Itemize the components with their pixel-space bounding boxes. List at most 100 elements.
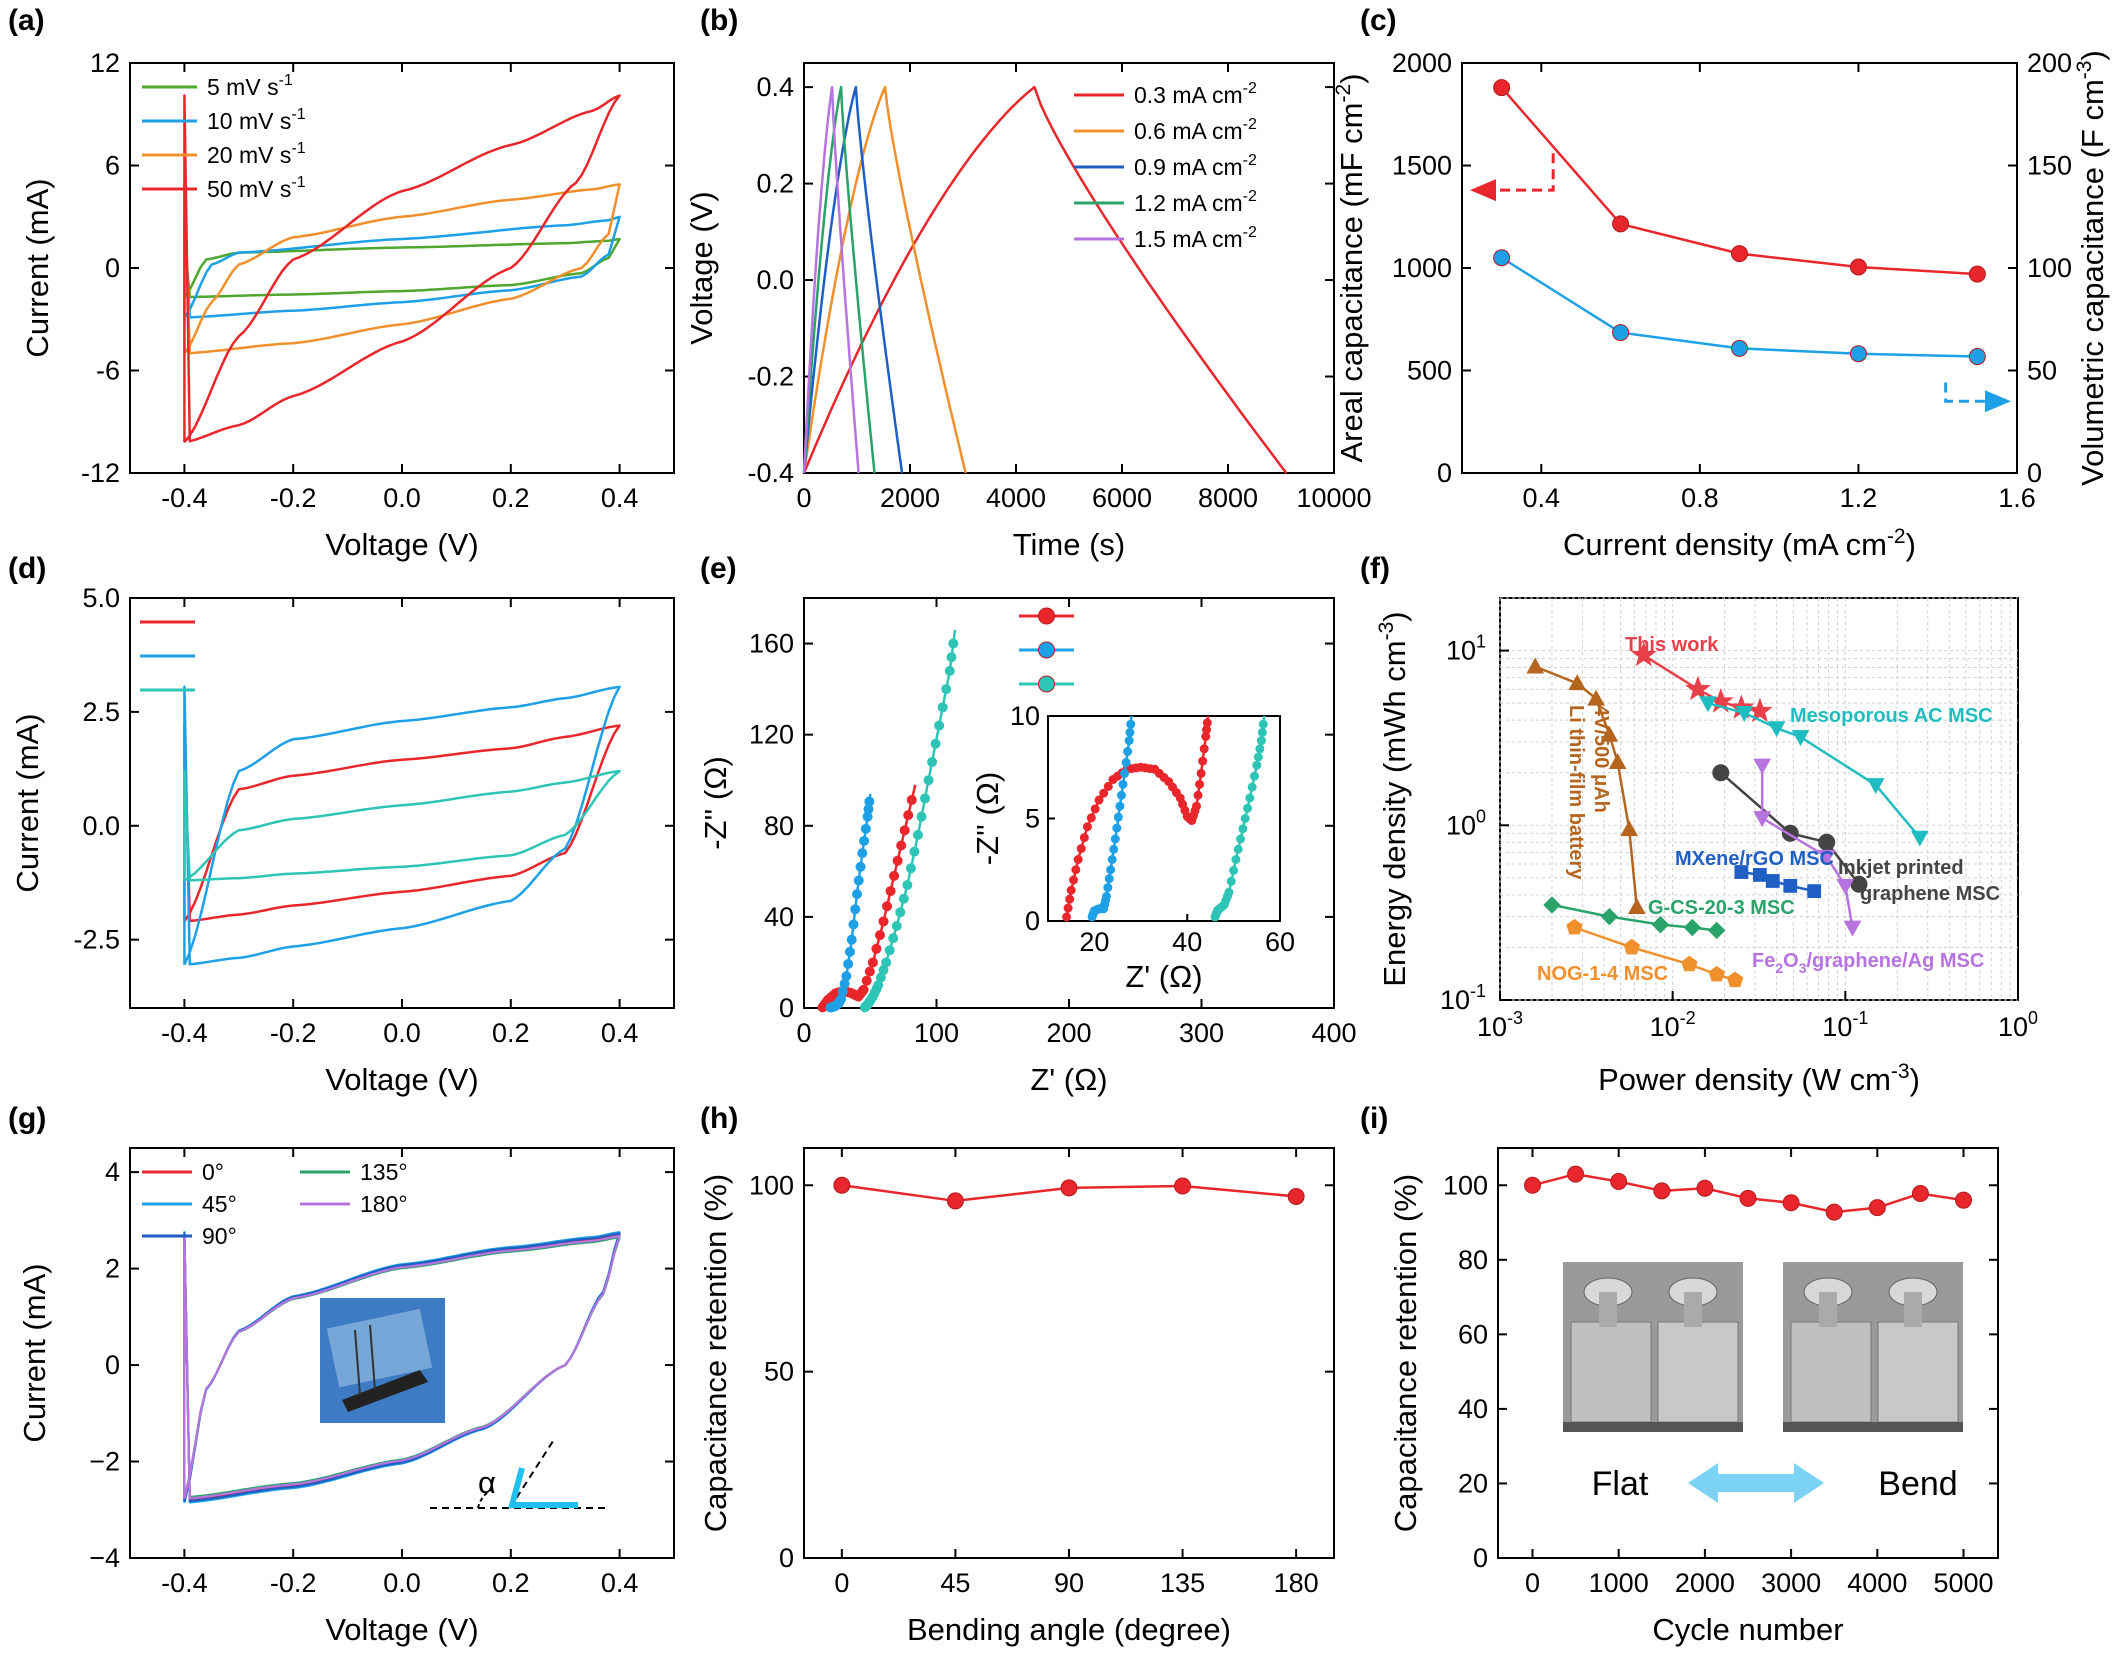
panel-d: -0.4 -0.2 0.0 0.2 0.4 -2.5 0.0 2.5 5.0 Voltage (V… [10, 583, 675, 1097]
data-point [1968, 265, 1986, 283]
y-tick-label: 100 [1446, 806, 1486, 840]
legend-label-base: 20 mV s [207, 142, 291, 168]
data-point [852, 889, 862, 900]
data-point [891, 921, 902, 931]
annotation-text: NOG-1-4 MSC [1537, 963, 1668, 985]
x-tick-label: 10-3 [1477, 1008, 1523, 1042]
y-tick-label: -2.5 [73, 925, 120, 955]
y2-axis-label: Volumetric capacitance (F cm-3) [2073, 50, 2110, 486]
annotation-sub: 2 [1775, 960, 1783, 976]
x-axis-label: Current density (mA cm-2) [1563, 525, 1916, 562]
knob-right-stem [1684, 1292, 1702, 1327]
annotation-label: Fe2O3/graphene/Ag MSC [1752, 950, 1984, 976]
data-point [858, 984, 869, 995]
y-tick-base: 10 [1446, 810, 1476, 840]
series-line [1719, 771, 1860, 885]
x-tick-label: 10-2 [1650, 1008, 1696, 1042]
data-point [1600, 725, 1619, 742]
x-axis-label-tail: ) [1910, 1062, 1920, 1097]
y-axis-label-sup: -2 [1332, 84, 1355, 103]
y-tick-label: 60 [1458, 1319, 1488, 1349]
inset-y-tick-label: 10 [1010, 701, 1040, 731]
y-tick-label: 1000 [1392, 253, 1452, 283]
x-tick-label: -0.4 [161, 483, 208, 513]
data-point [930, 738, 941, 749]
data-point [1825, 1203, 1843, 1221]
annotation-text: Inkjet printed [1838, 857, 1964, 879]
x-tick-label: 2000 [1675, 1568, 1735, 1598]
photo-wire [354, 1329, 361, 1396]
y-tick-label: 0.4 [756, 72, 794, 102]
knob-right-stem [1904, 1292, 1922, 1327]
y2-axis-label-base: Volumetric capacitance (F cm [2075, 79, 2110, 486]
data-point [1849, 258, 1867, 276]
y-tick-label: 100 [1443, 1170, 1488, 1200]
legend-label-sup: -1 [291, 174, 305, 191]
panel-label: (d) [8, 552, 46, 585]
x-tick-label: 6000 [1092, 483, 1152, 513]
data-point [1753, 811, 1772, 828]
knob-left-stem [1599, 1292, 1617, 1327]
y-tick-label: 100 [749, 1170, 794, 1200]
data-point [1568, 674, 1587, 691]
data-point [1752, 868, 1767, 882]
data-point [1287, 1187, 1305, 1205]
panel-g: -0.4 -0.2 0.0 0.2 0.4 −4 −2 0 2 4 Voltage (V) Curre… [17, 1147, 675, 1647]
annotation-text: G-CS-20-3 MSC [1648, 897, 1795, 919]
panel-label: (h) [700, 1102, 738, 1135]
data-point [1696, 1179, 1714, 1197]
data-point [1726, 971, 1744, 988]
data-point [1651, 915, 1670, 934]
y2-tick-label: 100 [2027, 253, 2072, 283]
inset-point [1249, 771, 1259, 781]
y-tick-label: 0 [779, 1543, 794, 1573]
panel-label: (f) [1360, 552, 1390, 585]
panel-label: (a) [8, 4, 45, 37]
data-point [1610, 1173, 1628, 1191]
data-point [927, 757, 938, 767]
inset-point [1071, 865, 1081, 875]
clamp-left [1570, 1321, 1652, 1423]
data-point [948, 638, 959, 649]
x-axis-label: Cycle number [1652, 1612, 1843, 1647]
legend-label-sup: -2 [1243, 224, 1257, 241]
data-point [871, 943, 882, 954]
data-point [1543, 896, 1561, 914]
legend-label: 135° [360, 1159, 408, 1185]
inset-point [1103, 883, 1113, 893]
data-point [1567, 1165, 1585, 1183]
y-axis-label-tail: ) [1334, 73, 1369, 83]
annotation-label: This work [1625, 634, 1719, 656]
inset-point [1229, 865, 1239, 875]
y-tick-label: 0 [105, 1350, 120, 1380]
x-tick-label: 0.2 [492, 1018, 530, 1048]
gcd-curve [802, 85, 967, 474]
inset-point [1107, 855, 1117, 864]
data-point [937, 702, 948, 713]
data-point [1753, 758, 1772, 775]
inset-point [1191, 801, 1201, 811]
x-tick-label: 90 [1054, 1568, 1084, 1598]
data-point [855, 861, 866, 872]
data-point [902, 880, 913, 890]
inset-x-tick-label: 20 [1079, 927, 1109, 957]
data-point [1708, 921, 1726, 940]
x-tick-label: 0 [834, 1568, 849, 1598]
grid [1499, 597, 2018, 1001]
flat-label: Flat [1592, 1465, 1649, 1503]
legend-label: 5 mV s-1 [207, 72, 293, 100]
panel-a: -0.4 -0.2 0.0 0.2 0.4 -12 -6 0 6 12 Voltage (V) Cur… [20, 48, 675, 562]
x-tick-base: 10 [1477, 1012, 1507, 1042]
inset-y-tick-label: 5 [1025, 804, 1040, 834]
data-point [941, 684, 952, 695]
x-axis-label: Time (s) [1013, 527, 1126, 562]
data-point [1566, 918, 1583, 935]
y-axis-label: Capacitance retention (%) [698, 1174, 733, 1532]
inset-point [1226, 876, 1236, 886]
y-tick-label: 40 [1458, 1394, 1488, 1424]
data-point [1836, 878, 1855, 895]
y-tick-label: 20 [1458, 1468, 1488, 1498]
data-point [1612, 324, 1630, 342]
inset-point [1247, 782, 1257, 792]
